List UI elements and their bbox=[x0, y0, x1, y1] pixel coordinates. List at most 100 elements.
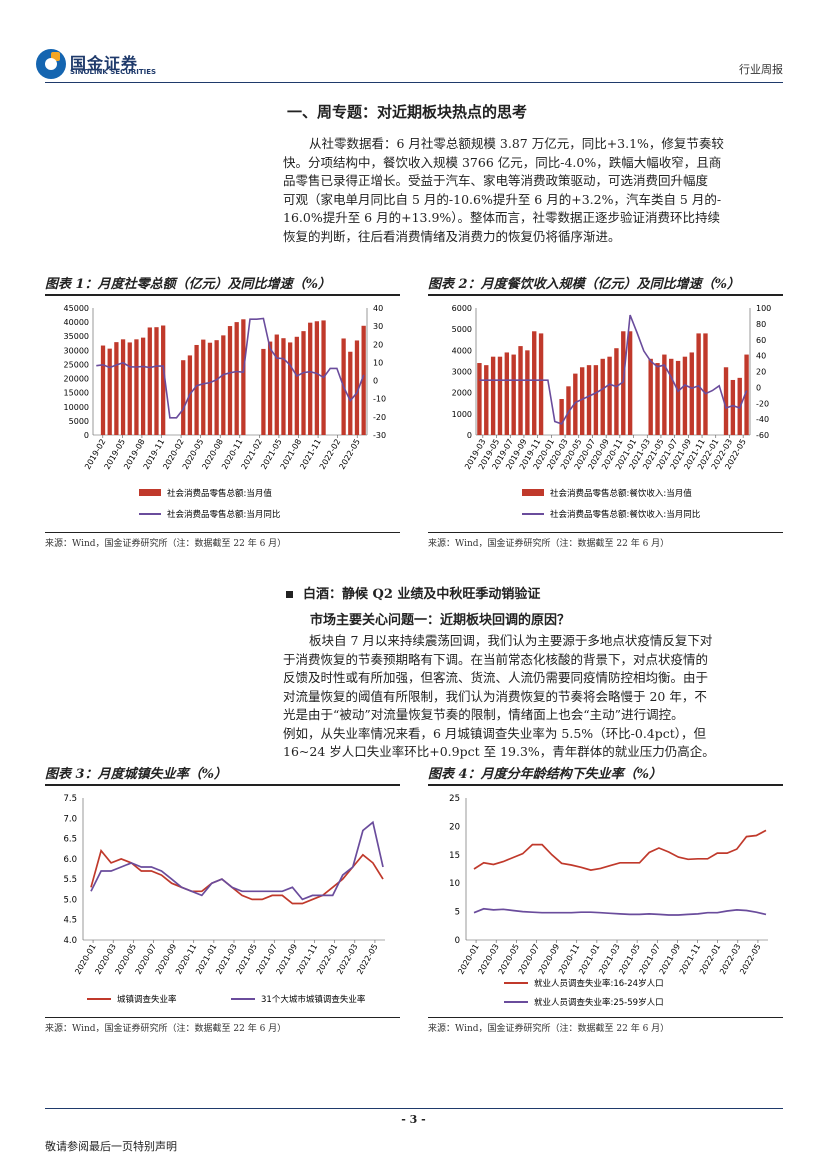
y-tick-label: 5.0 bbox=[63, 895, 77, 905]
legend-label: 就业人员调查失业率:25-59岁人口 bbox=[534, 997, 664, 1008]
chart4-title: 图表 4：月度分年龄结构下失业率（%） bbox=[428, 767, 662, 782]
bar bbox=[214, 340, 219, 435]
bar bbox=[281, 338, 286, 435]
logo-text-en: SINOLINK SECURITIES bbox=[70, 68, 157, 76]
bar bbox=[201, 339, 206, 435]
y-right-tick-label: 30 bbox=[373, 322, 383, 331]
bar bbox=[648, 358, 653, 435]
para-line: 品零售已录得正增长。受益于汽车、家电等消费政策驱动，可选消费回升幅度 bbox=[283, 173, 709, 188]
bar bbox=[221, 335, 226, 435]
bar bbox=[484, 365, 489, 435]
chart2-bottom-rule bbox=[428, 532, 783, 533]
bar bbox=[161, 325, 166, 435]
bar bbox=[730, 379, 736, 435]
y-tick-label: 5.5 bbox=[63, 875, 77, 885]
y-tick-label: 0 bbox=[455, 936, 460, 946]
legend-bar-swatch bbox=[522, 489, 544, 496]
bar bbox=[607, 356, 612, 435]
y-tick-label: 4.0 bbox=[63, 936, 77, 946]
y-tick-label: 6.5 bbox=[63, 835, 77, 845]
bar bbox=[497, 356, 503, 435]
y-left-tick-label: 15000 bbox=[64, 389, 89, 398]
bar bbox=[675, 360, 681, 435]
chart4-bottom-rule bbox=[428, 1017, 783, 1018]
bar bbox=[154, 327, 159, 435]
bar bbox=[621, 331, 626, 435]
bar bbox=[348, 351, 353, 435]
y-left-tick-label: 6000 bbox=[452, 304, 472, 313]
bar bbox=[308, 322, 313, 435]
y-left-tick-label: 10000 bbox=[64, 403, 89, 412]
chart4-source: 来源：Wind，国金证券研究所（注：数据截至 22 年 6 月） bbox=[428, 1024, 670, 1034]
series-line bbox=[90, 820, 384, 901]
footer-disclaimer: 敬请参阅最后一页特别声明 bbox=[45, 1140, 177, 1153]
company-logo-icon bbox=[36, 49, 66, 79]
y-right-tick-label: 60 bbox=[756, 336, 766, 345]
bar bbox=[744, 354, 749, 435]
bar bbox=[511, 354, 516, 435]
paragraph-retail: 从社零数据看：6 月社零总额规模 3.87 万亿元，同比+3.1%，修复节奏较 … bbox=[283, 135, 783, 246]
bar bbox=[559, 399, 564, 435]
bar bbox=[566, 386, 571, 435]
page-number: - 3 - bbox=[401, 1113, 426, 1126]
bar bbox=[504, 352, 510, 435]
bar bbox=[134, 339, 139, 435]
y-right-tick-label: 100 bbox=[756, 304, 771, 313]
footer-rule bbox=[45, 1108, 783, 1109]
chart3-bottom-rule bbox=[45, 1017, 400, 1018]
legend-bar-label: 社会消费品零售总额:餐饮收入:当月值 bbox=[550, 488, 692, 499]
bar bbox=[114, 342, 119, 435]
paragraph-baijiu: 板块自 7 月以来持续震荡回调，我们认为主要源于多地点状疫情反复下对 于消费恢复… bbox=[283, 632, 783, 762]
bar bbox=[267, 341, 273, 435]
para-line: 例如，从失业率情况来看，6 月城镇调查失业率为 5.5%（环比-0.4pct），… bbox=[283, 725, 707, 741]
legend-line-label: 社会消费品零售总额:餐饮收入:当月同比 bbox=[550, 509, 700, 520]
y-right-tick-label: 0 bbox=[373, 377, 378, 386]
y-tick-label: 15 bbox=[449, 851, 460, 861]
bar bbox=[127, 342, 132, 435]
series-line bbox=[96, 317, 365, 419]
y-left-tick-label: 40000 bbox=[64, 318, 89, 327]
y-left-tick-label: 0 bbox=[467, 431, 472, 440]
y-left-tick-label: 35000 bbox=[64, 332, 89, 341]
y-right-tick-label: 80 bbox=[756, 320, 766, 329]
chart3-title: 图表 3：月度城镇失业率（%） bbox=[45, 767, 227, 782]
para-line: 恢复的判断，往后看消费情绪及消费力的恢复仍将循序渐进。 bbox=[283, 228, 621, 244]
y-tick-label: 7.0 bbox=[63, 814, 77, 824]
report-type: 行业周报 bbox=[739, 63, 783, 76]
para-line: 16.0%提升至 6 月的+13.9%）。整体而言，社零数据正逐步验证消费环比持… bbox=[283, 210, 721, 225]
bar bbox=[294, 336, 299, 435]
y-right-tick-label: 0 bbox=[756, 383, 761, 392]
bar bbox=[314, 321, 320, 435]
bar bbox=[662, 354, 667, 435]
bar bbox=[234, 322, 239, 435]
bar bbox=[593, 365, 599, 435]
chart1-svg: 0 5000 10000 15000 20000 25000 30000 35000 40000… bbox=[64, 304, 387, 520]
y-left-tick-label: 25000 bbox=[64, 360, 89, 369]
bar bbox=[361, 325, 366, 435]
bar bbox=[241, 319, 246, 435]
legend-label: 就业人员调查失业率:16-24岁人口 bbox=[534, 978, 664, 989]
chart1-title-rule bbox=[45, 294, 400, 296]
legend-label: 31个大城市城镇调查失业率 bbox=[261, 994, 366, 1005]
para-line: 对流量恢复的阈值有所限制，我们认为消费恢复的节奏将会略慢于 20 年，不 bbox=[283, 688, 707, 704]
y-right-tick-label: -60 bbox=[756, 431, 769, 440]
bar bbox=[696, 333, 701, 435]
bar bbox=[207, 342, 213, 435]
chart1-bottom-rule bbox=[45, 532, 400, 533]
bar bbox=[669, 358, 674, 435]
bar bbox=[107, 348, 112, 435]
y-tick-label: 10 bbox=[449, 879, 460, 889]
bar bbox=[140, 337, 146, 435]
chart2-title: 图表 2：月度餐饮收入规模（亿元）及同比增速（%） bbox=[428, 277, 740, 292]
legend-bar-label: 社会消费品零售总额:当月值 bbox=[167, 488, 272, 499]
bar bbox=[227, 326, 233, 435]
bar bbox=[579, 367, 585, 435]
bar bbox=[627, 331, 633, 435]
y-left-tick-label: 20000 bbox=[64, 375, 89, 384]
y-right-tick-label: 10 bbox=[373, 358, 383, 367]
chart4-title-rule bbox=[428, 784, 783, 786]
para-line: 板块自 7 月以来持续震荡回调，我们认为主要源于多地点状疫情反复下对 bbox=[309, 633, 713, 648]
bar bbox=[354, 340, 360, 435]
y-right-tick-label: 40 bbox=[373, 304, 383, 313]
bar bbox=[682, 356, 688, 435]
